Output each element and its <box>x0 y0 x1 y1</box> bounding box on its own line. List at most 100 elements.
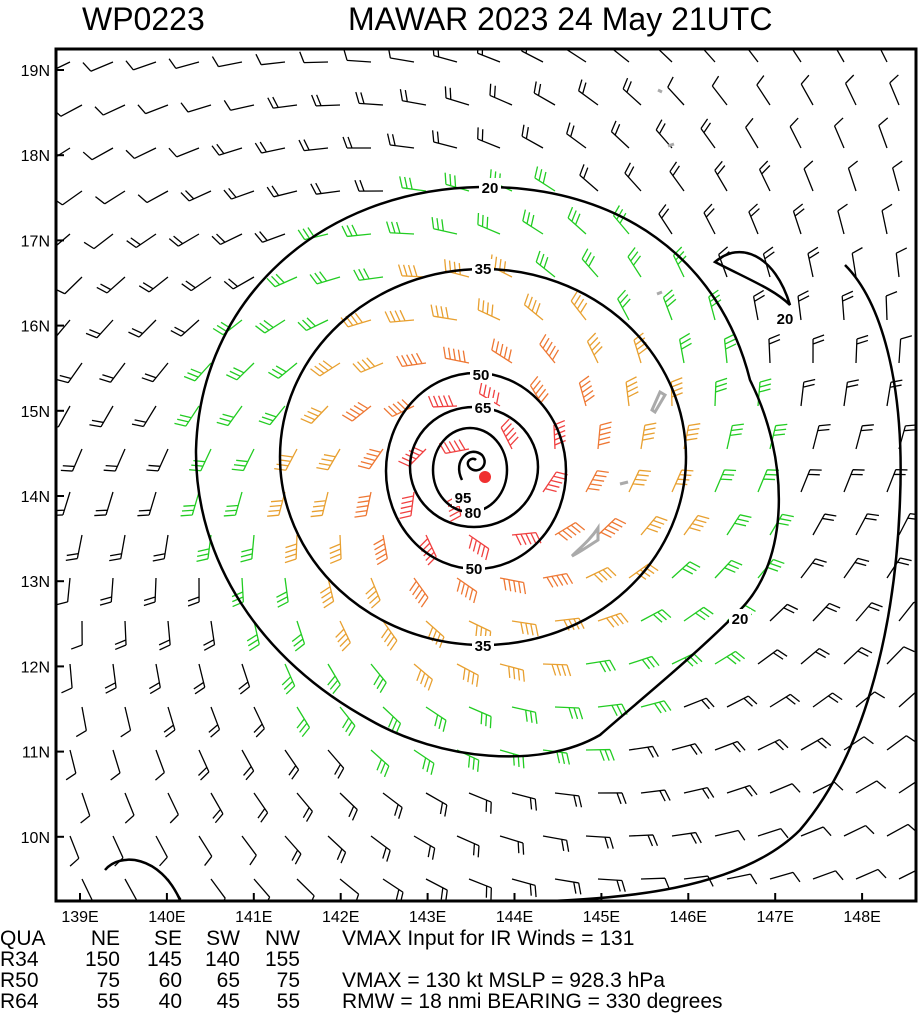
wind-barb <box>267 96 298 109</box>
wind-barb <box>137 491 157 517</box>
wind-barb <box>268 362 298 379</box>
wind-barb <box>81 878 93 901</box>
table-cell: 55 <box>277 990 300 1013</box>
wind-barb <box>385 221 415 235</box>
wind-barb <box>397 264 427 278</box>
wind-barb <box>125 147 157 159</box>
contour-20-sw <box>104 858 182 901</box>
wind-barb <box>843 825 875 837</box>
wind-barb <box>357 448 384 470</box>
wind-barb <box>683 606 714 622</box>
wind-barb <box>718 246 730 278</box>
wind-barb <box>726 423 744 450</box>
wind-barb <box>425 706 447 732</box>
wind-barb <box>399 89 427 106</box>
island <box>650 389 668 415</box>
wind-barb <box>597 703 628 717</box>
wind-barb <box>640 422 657 450</box>
wind-barb <box>180 190 212 202</box>
wind-barb <box>511 620 539 637</box>
info-line: RMW = 18 nmi BEARING = 330 degrees <box>342 990 723 1013</box>
wind-barb <box>409 577 429 608</box>
wind-barb <box>723 333 737 364</box>
wind-barb <box>167 792 179 824</box>
wind-barb <box>99 362 126 383</box>
wind-barb <box>711 75 728 106</box>
wind-barb <box>382 792 403 819</box>
lat-label: 14N <box>21 489 50 506</box>
wind-barb <box>231 448 255 472</box>
wind-barb <box>791 49 802 63</box>
wind-barb <box>585 470 609 493</box>
wind-barb <box>670 377 683 407</box>
wind-barb <box>198 835 213 866</box>
wind-barb <box>241 835 257 866</box>
wind-barb <box>812 870 844 881</box>
lon-label: 144E <box>496 909 533 926</box>
wind-barb <box>352 357 384 373</box>
wind-barb <box>597 421 612 450</box>
wind-barb <box>99 577 114 606</box>
wind-barb <box>60 448 83 472</box>
wind-barb <box>425 878 448 901</box>
wind-barb <box>187 577 200 607</box>
contour-label-bg <box>470 365 492 383</box>
wind-barb <box>255 319 286 334</box>
table-header: SW <box>206 927 240 950</box>
wind-barb <box>855 513 880 536</box>
wind-barb <box>671 653 703 667</box>
island <box>657 88 663 94</box>
wind-barb <box>296 878 315 901</box>
wind-barb <box>797 290 810 321</box>
wind-barb <box>533 81 556 106</box>
wind-barb <box>714 469 737 493</box>
wind-barb <box>327 749 345 779</box>
wind-barb <box>231 577 245 608</box>
wind-barb <box>399 491 415 519</box>
wind-barb <box>535 250 556 278</box>
wind-barb <box>284 534 298 564</box>
wind-barb <box>628 745 659 758</box>
wind-barb <box>683 514 710 536</box>
wind-barb <box>898 869 916 880</box>
wind-barb <box>69 835 80 867</box>
wind-barb <box>889 74 900 106</box>
wind-barb <box>898 424 916 450</box>
wind-barb <box>812 692 843 708</box>
wind-barb <box>878 117 889 149</box>
wind-barb <box>110 749 121 781</box>
wind-barb <box>310 491 329 518</box>
lon-label: 145E <box>583 909 620 926</box>
wind-barb <box>671 743 703 755</box>
wind-barb <box>183 362 212 382</box>
wind-barb <box>879 49 888 63</box>
wind-barb <box>628 563 659 580</box>
wind-barb <box>189 448 212 472</box>
wind-barb <box>95 190 126 205</box>
wind-barb <box>585 835 614 849</box>
wind-barb <box>843 379 859 407</box>
wind-barb <box>65 534 83 562</box>
lat-label: 11N <box>22 745 50 762</box>
wind-barb <box>174 405 200 427</box>
lat-label: 12N <box>21 659 50 676</box>
wind-barb <box>341 224 372 238</box>
wind-barb <box>104 663 117 694</box>
info-line: VMAX = 130 kt MSLP = 928.3 hPa <box>342 969 665 992</box>
wind-barb <box>757 649 788 665</box>
wind-barb <box>812 423 831 450</box>
wind-barb <box>223 187 255 200</box>
wind-barb <box>281 663 296 695</box>
contour-label-bg <box>774 309 796 327</box>
wind-barb <box>757 739 789 751</box>
wind-barb <box>89 405 114 428</box>
wind-barb <box>327 835 347 864</box>
wind-barb <box>373 534 388 566</box>
table-cell: 140 <box>205 948 240 971</box>
wind-barb <box>413 663 433 691</box>
wind-barb <box>627 247 642 278</box>
wind-barb <box>554 617 585 631</box>
wind-barb <box>756 75 771 106</box>
wind-barb <box>895 247 908 278</box>
lon-label: 141E <box>235 909 272 926</box>
